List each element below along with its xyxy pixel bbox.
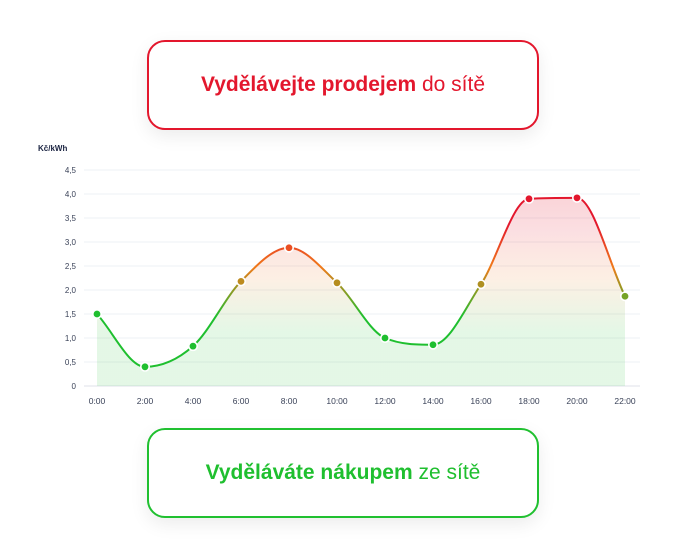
buy-from-grid-bold-text: Vyděláváte nákupem: [205, 461, 413, 484]
y-tick-label: 1,5: [65, 310, 77, 319]
x-tick-label: 14:00: [422, 396, 444, 406]
buy-from-grid-box: Vyděláváte nákupem ze sítě: [147, 428, 539, 518]
y-tick-label: 3,0: [65, 238, 77, 247]
y-tick-label: 1,0: [65, 334, 77, 343]
price-area: [97, 197, 625, 386]
y-tick-label: 0,5: [65, 358, 77, 367]
data-point: [571, 192, 582, 203]
x-tick-label: 4:00: [185, 396, 202, 406]
x-tick-label: 8:00: [281, 396, 298, 406]
data-point: [283, 242, 294, 253]
data-point: [140, 361, 151, 372]
x-tick-label: 0:00: [89, 396, 106, 406]
data-point: [379, 332, 390, 343]
x-tick-label: 16:00: [470, 396, 492, 406]
data-point: [427, 339, 438, 350]
y-tick-label: 0: [72, 382, 77, 391]
data-point: [92, 308, 103, 319]
x-tick-label: 20:00: [566, 396, 588, 406]
y-tick-label: 4,5: [65, 166, 77, 175]
data-point: [475, 279, 486, 290]
x-tick-label: 2:00: [137, 396, 154, 406]
y-tick-label: 2,0: [65, 286, 77, 295]
x-tick-label: 12:00: [374, 396, 396, 406]
data-point: [619, 291, 630, 302]
data-point: [236, 276, 247, 287]
y-tick-label: 3,5: [65, 214, 77, 223]
data-point: [523, 193, 534, 204]
buy-from-grid-rest-text: ze sítě: [418, 461, 481, 484]
data-point: [188, 341, 199, 352]
sell-to-grid-box: Vydělávejte prodejem do sítě: [147, 40, 539, 130]
x-tick-label: 6:00: [233, 396, 250, 406]
x-tick-label: 18:00: [518, 396, 540, 406]
data-point: [331, 277, 342, 288]
y-tick-label: 2,5: [65, 262, 77, 271]
sell-to-grid-rest-text: do sítě: [421, 73, 486, 96]
y-tick-label: 4,0: [65, 190, 77, 199]
sell-to-grid-bold-text: Vydělávejte prodejem: [200, 73, 417, 96]
x-tick-label: 10:00: [326, 396, 348, 406]
y-axis-label: Kč/kWh: [38, 144, 67, 153]
x-tick-label: 22:00: [614, 396, 636, 406]
price-chart: Kč/kWh 0 0,5 1,0 1,5 2,0 2,5 3,0 3,5 4,0 4,5 0:00 2:…: [38, 144, 640, 406]
